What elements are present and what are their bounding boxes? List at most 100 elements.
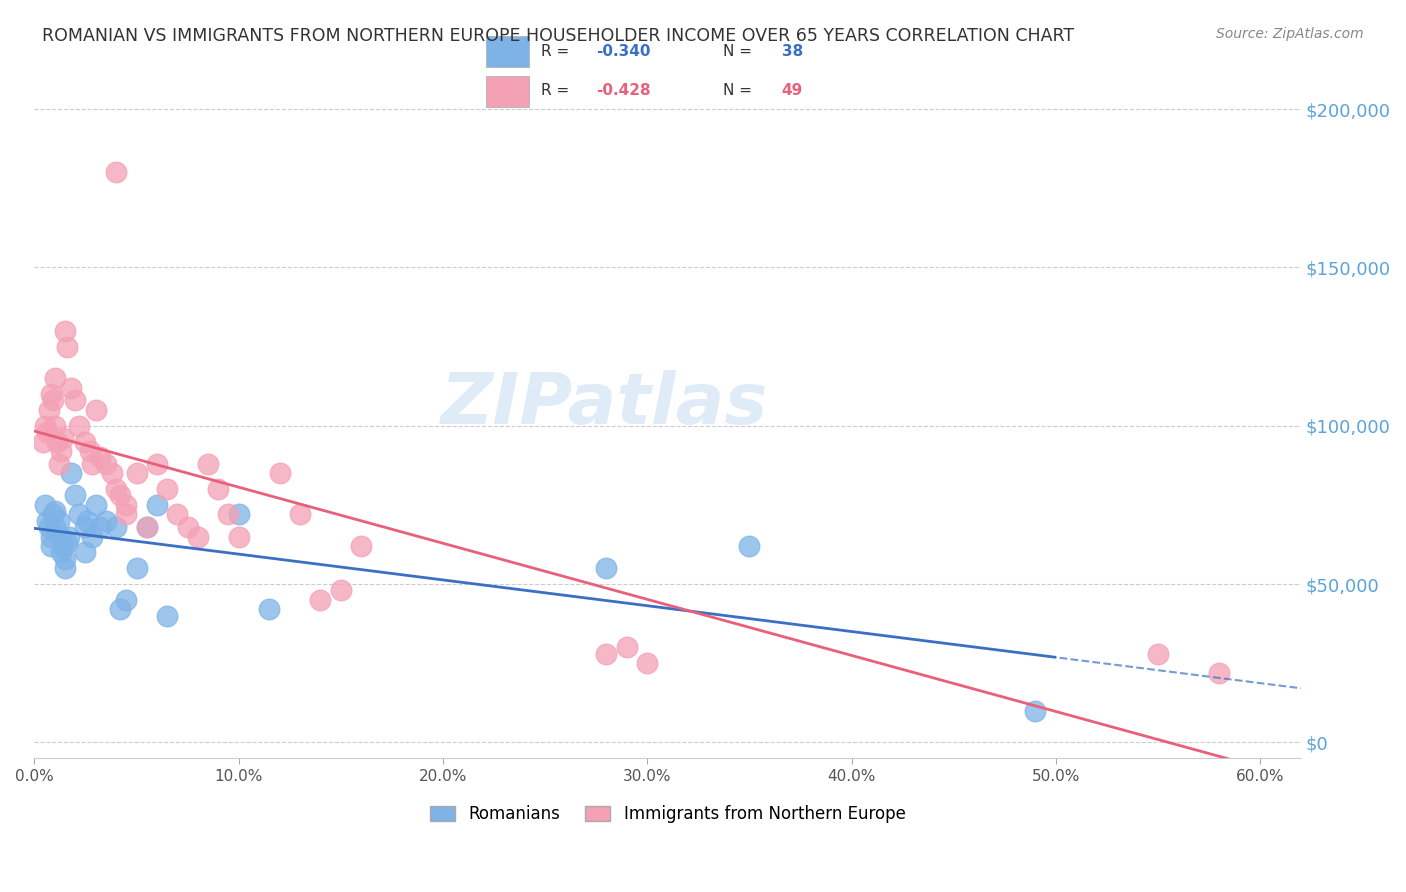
Point bbox=[48, 457, 70, 471]
Text: N =: N = bbox=[723, 45, 756, 59]
Text: R =: R = bbox=[541, 45, 575, 59]
Point bbox=[39, 539, 62, 553]
Point bbox=[35, 425, 58, 439]
Point bbox=[34, 498, 56, 512]
Point bbox=[75, 434, 97, 449]
Bar bbox=[486, 76, 529, 107]
Point bbox=[80, 457, 103, 471]
Point bbox=[228, 530, 250, 544]
Legend: Romanians, Immigrants from Northern Europe: Romanians, Immigrants from Northern Euro… bbox=[422, 797, 914, 831]
Text: ZIPatlas: ZIPatlas bbox=[440, 370, 768, 439]
Point bbox=[105, 165, 128, 179]
Point bbox=[228, 508, 250, 522]
Point bbox=[94, 457, 117, 471]
Point bbox=[67, 508, 90, 522]
Point bbox=[84, 403, 107, 417]
Point bbox=[52, 539, 75, 553]
Point bbox=[146, 498, 169, 512]
Point bbox=[1208, 665, 1230, 680]
Point bbox=[738, 539, 761, 553]
Text: 49: 49 bbox=[782, 84, 803, 98]
Bar bbox=[486, 36, 529, 67]
Point bbox=[166, 508, 188, 522]
Point bbox=[56, 340, 79, 354]
Point bbox=[75, 520, 97, 534]
Point bbox=[65, 488, 87, 502]
Point bbox=[53, 551, 76, 566]
Point bbox=[217, 508, 239, 522]
Point bbox=[65, 393, 87, 408]
Text: N =: N = bbox=[723, 84, 756, 98]
Point bbox=[197, 457, 219, 471]
Point bbox=[53, 561, 76, 575]
Point bbox=[101, 467, 124, 481]
Point bbox=[52, 432, 75, 446]
Point bbox=[1147, 647, 1170, 661]
Point bbox=[595, 561, 617, 575]
Point bbox=[38, 520, 60, 534]
Point bbox=[44, 371, 66, 385]
Point bbox=[176, 520, 198, 534]
Point bbox=[1024, 704, 1046, 718]
Point bbox=[329, 583, 352, 598]
Point bbox=[60, 467, 83, 481]
Point bbox=[616, 640, 638, 655]
Text: -0.340: -0.340 bbox=[596, 45, 651, 59]
Point bbox=[309, 593, 332, 607]
Point bbox=[42, 393, 65, 408]
Point bbox=[269, 467, 291, 481]
Point bbox=[45, 434, 67, 449]
Point bbox=[94, 514, 117, 528]
Point bbox=[34, 418, 56, 433]
Point bbox=[44, 520, 66, 534]
Point bbox=[108, 488, 131, 502]
Point bbox=[115, 498, 138, 512]
Point bbox=[89, 520, 111, 534]
Point bbox=[76, 514, 98, 528]
Point bbox=[49, 530, 72, 544]
Point bbox=[115, 508, 138, 522]
Point bbox=[125, 561, 148, 575]
Point bbox=[44, 504, 66, 518]
Point bbox=[108, 602, 131, 616]
Text: 38: 38 bbox=[782, 45, 803, 59]
Point bbox=[89, 450, 111, 465]
Text: ROMANIAN VS IMMIGRANTS FROM NORTHERN EUROPE HOUSEHOLDER INCOME OVER 65 YEARS COR: ROMANIAN VS IMMIGRANTS FROM NORTHERN EUR… bbox=[42, 27, 1074, 45]
Point bbox=[207, 482, 229, 496]
Point bbox=[259, 602, 281, 616]
Point bbox=[38, 403, 60, 417]
Text: Source: ZipAtlas.com: Source: ZipAtlas.com bbox=[1216, 27, 1364, 41]
Point bbox=[125, 467, 148, 481]
Point bbox=[75, 545, 97, 559]
Point bbox=[31, 434, 53, 449]
Point bbox=[135, 520, 157, 534]
Point bbox=[39, 530, 62, 544]
Point bbox=[44, 418, 66, 433]
Text: R =: R = bbox=[541, 84, 575, 98]
Point bbox=[350, 539, 373, 553]
Point bbox=[156, 482, 179, 496]
Point bbox=[42, 508, 65, 522]
Point bbox=[595, 647, 617, 661]
Point bbox=[187, 530, 209, 544]
Point bbox=[67, 418, 90, 433]
Point bbox=[105, 482, 128, 496]
Point bbox=[288, 508, 311, 522]
Point bbox=[60, 381, 83, 395]
Point bbox=[79, 444, 101, 458]
Point bbox=[80, 530, 103, 544]
Text: -0.428: -0.428 bbox=[596, 84, 651, 98]
Point bbox=[49, 545, 72, 559]
Point bbox=[115, 593, 138, 607]
Point bbox=[35, 514, 58, 528]
Point bbox=[636, 657, 658, 671]
Point bbox=[84, 498, 107, 512]
Point bbox=[135, 520, 157, 534]
Point bbox=[156, 608, 179, 623]
Point bbox=[49, 444, 72, 458]
Point bbox=[56, 536, 79, 550]
Point bbox=[105, 520, 128, 534]
Point bbox=[58, 530, 80, 544]
Point bbox=[53, 324, 76, 338]
Point bbox=[39, 387, 62, 401]
